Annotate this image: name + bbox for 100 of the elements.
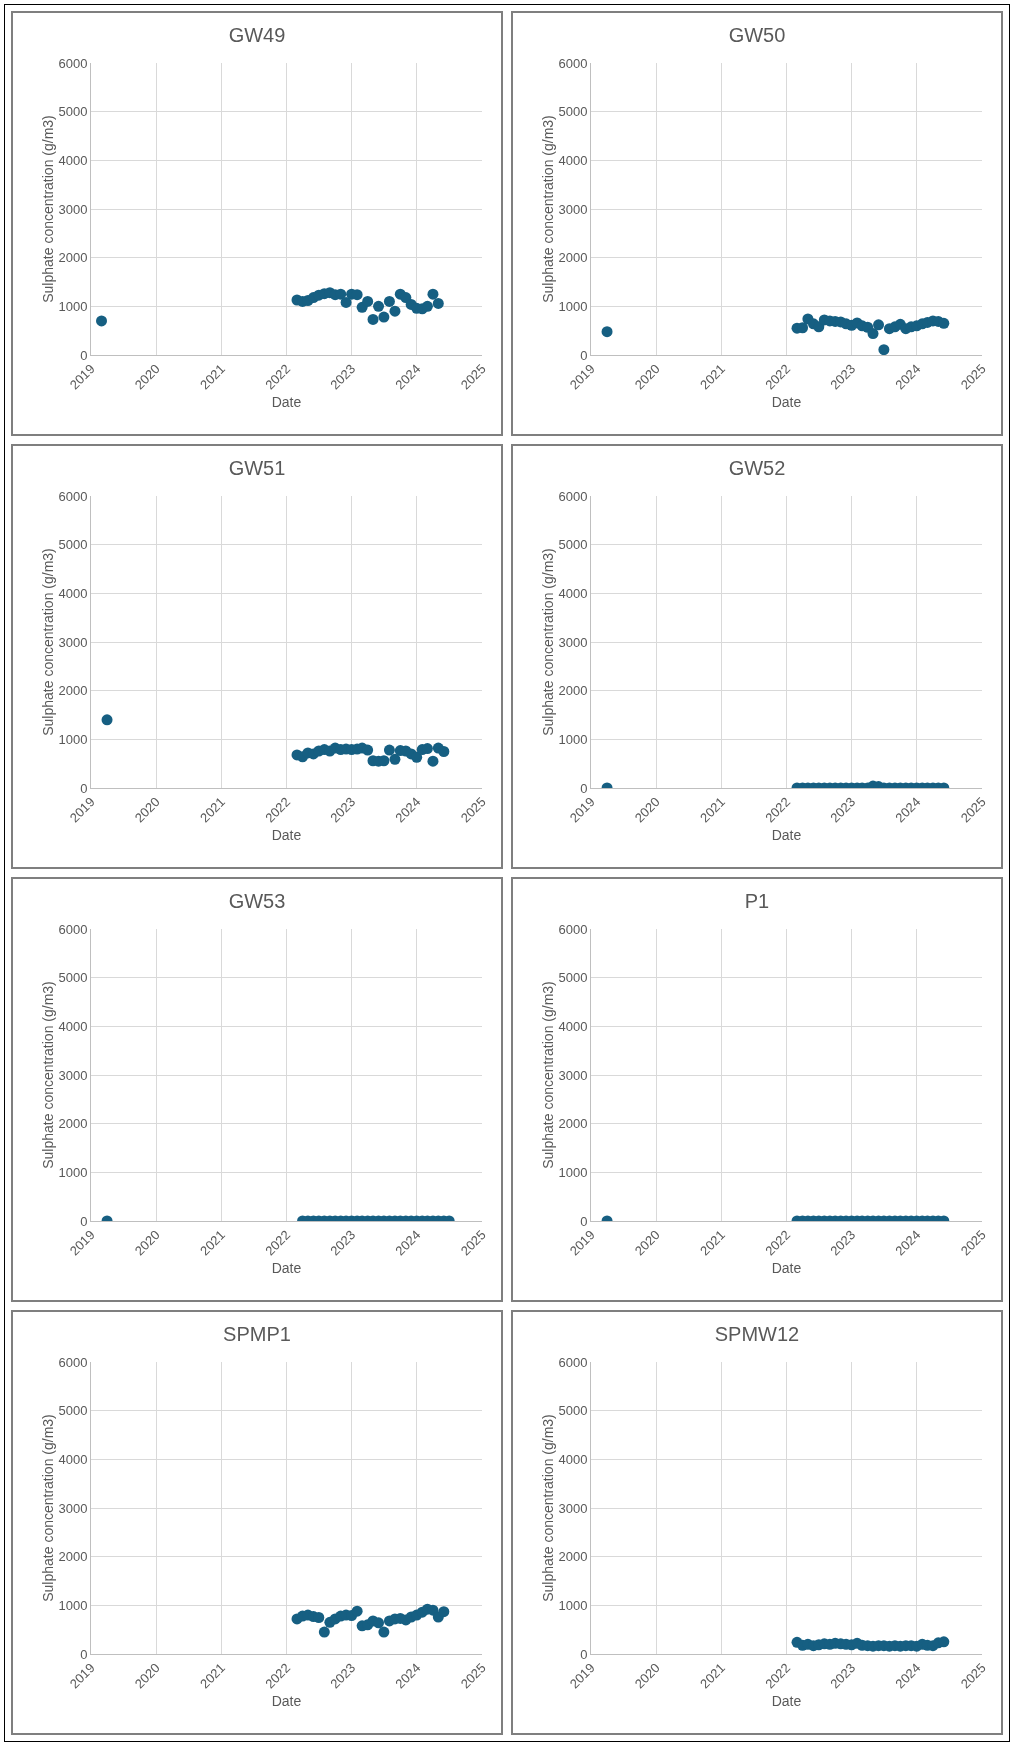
y-tick-label: 3000 (58, 201, 88, 217)
y-axis-title: Sulphate concentration (g/m3) (40, 1414, 56, 1602)
point (313, 1612, 325, 1623)
y-tick-label: 3000 (58, 1500, 88, 1516)
y-tick-label: 4000 (58, 585, 88, 601)
y-tick-label: 0 (580, 1646, 588, 1662)
point (873, 319, 885, 331)
chart-title: GW51 (228, 456, 286, 479)
x-axis-title: Date (771, 827, 802, 844)
point (389, 305, 401, 317)
y-tick-label: 0 (580, 1213, 588, 1229)
x-axis-title: Date (771, 1693, 802, 1710)
y-tick-label: 5000 (58, 104, 88, 120)
chart-title: GW50 (728, 23, 786, 46)
y-tick-label: 4000 (558, 585, 588, 601)
y-tick-label: 6000 (558, 488, 588, 504)
y-tick-label: 4000 (58, 152, 88, 168)
point (351, 1605, 363, 1617)
point (101, 714, 113, 726)
y-tick-label: 1000 (558, 298, 588, 314)
y-tick-label: 1000 (58, 1164, 88, 1180)
y-tick-label: 5000 (558, 970, 588, 986)
point (96, 315, 108, 327)
y-tick-label: 0 (80, 1213, 88, 1229)
y-tick-label: 0 (80, 1646, 88, 1662)
y-tick-label: 1000 (558, 1597, 588, 1613)
chart-title: GW52 (728, 456, 786, 479)
point (367, 313, 379, 325)
point (427, 288, 439, 300)
y-tick-label: 4000 (558, 1018, 588, 1034)
point (378, 311, 390, 323)
y-tick-label: 0 (80, 780, 88, 796)
y-tick-label: 6000 (58, 1354, 88, 1370)
point (378, 1626, 390, 1638)
x-axis-title: Date (271, 394, 302, 411)
y-tick-label: 6000 (58, 488, 88, 504)
y-axis-title: Sulphate concentration (g/m3) (40, 115, 56, 303)
y-tick-label: 2000 (558, 250, 588, 266)
y-tick-label: 4000 (58, 1451, 88, 1467)
point (362, 295, 374, 307)
chart-title: SPMP1 (223, 1322, 291, 1345)
y-tick-label: 6000 (558, 1354, 588, 1370)
y-tick-label: 5000 (58, 1403, 88, 1419)
chart-title: GW53 (228, 889, 286, 912)
y-axis-title: Sulphate concentration (g/m3) (540, 1414, 556, 1602)
x-axis-title: Date (271, 1260, 302, 1277)
y-tick-label: 3000 (558, 1067, 588, 1083)
y-tick-label: 5000 (558, 104, 588, 120)
point (318, 1626, 330, 1638)
chart-title: GW49 (228, 23, 286, 46)
point (938, 317, 950, 329)
y-tick-label: 1000 (558, 1164, 588, 1180)
y-tick-label: 5000 (558, 1403, 588, 1419)
y-tick-label: 1000 (58, 731, 88, 747)
y-axis-title: Sulphate concentration (g/m3) (40, 981, 56, 1169)
y-tick-label: 3000 (558, 1500, 588, 1516)
point (867, 328, 879, 340)
point (432, 297, 444, 309)
y-tick-label: 6000 (58, 921, 88, 937)
point (340, 296, 352, 308)
y-tick-label: 0 (80, 347, 88, 363)
chart-title: SPMW12 (714, 1322, 800, 1345)
chart-title: P1 (744, 889, 770, 912)
y-tick-label: 4000 (58, 1018, 88, 1034)
y-tick-label: 2000 (558, 1549, 588, 1565)
x-axis-title: Date (271, 827, 302, 844)
y-tick-label: 0 (580, 347, 588, 363)
y-tick-label: 1000 (58, 1597, 88, 1613)
y-tick-label: 2000 (58, 250, 88, 266)
point (601, 326, 613, 338)
point (373, 300, 385, 312)
y-tick-label: 4000 (558, 152, 588, 168)
y-tick-label: 3000 (58, 634, 88, 650)
y-tick-label: 6000 (558, 921, 588, 937)
point (421, 300, 433, 312)
point (389, 753, 401, 765)
y-tick-label: 3000 (558, 634, 588, 650)
y-tick-label: 0 (580, 780, 588, 796)
point (373, 1617, 385, 1629)
point (427, 755, 439, 767)
y-tick-label: 3000 (58, 1067, 88, 1083)
point (383, 744, 395, 756)
point (438, 1606, 450, 1618)
y-tick-label: 5000 (558, 537, 588, 553)
y-tick-label: 5000 (58, 970, 88, 986)
y-axis-title: Sulphate concentration (g/m3) (40, 548, 56, 736)
point (383, 295, 395, 307)
point (411, 751, 423, 763)
point (878, 344, 890, 355)
y-tick-label: 2000 (58, 1116, 88, 1132)
x-axis-title: Date (271, 1693, 302, 1710)
y-tick-label: 2000 (58, 1549, 88, 1565)
y-tick-label: 6000 (558, 55, 588, 71)
y-tick-label: 4000 (558, 1451, 588, 1467)
y-tick-label: 5000 (58, 537, 88, 553)
y-tick-label: 6000 (58, 55, 88, 71)
x-axis-title: Date (771, 394, 802, 411)
y-tick-label: 2000 (558, 1116, 588, 1132)
point (438, 746, 450, 757)
y-axis-title: Sulphate concentration (g/m3) (540, 115, 556, 303)
